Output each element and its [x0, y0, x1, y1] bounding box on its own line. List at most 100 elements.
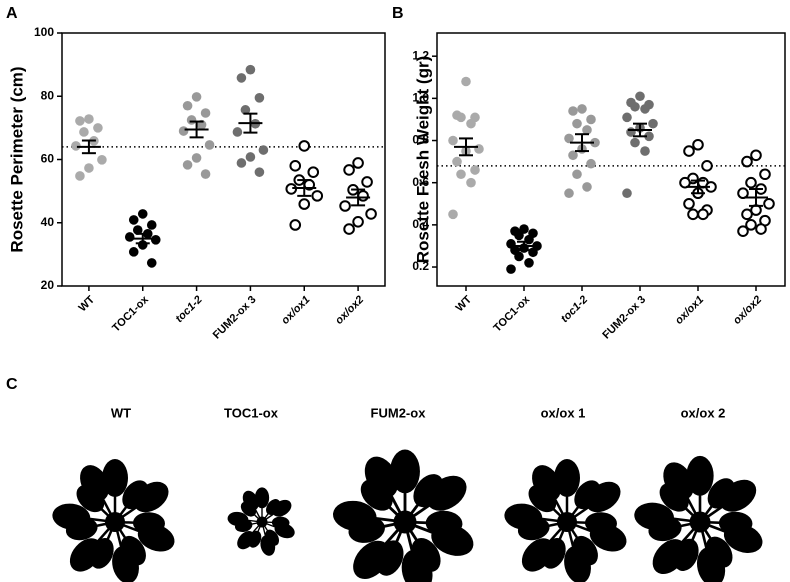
data-point: [178, 126, 189, 136]
data-point: [630, 137, 640, 148]
data-point: [737, 225, 749, 237]
leaf: [112, 546, 139, 582]
data-point: [763, 197, 775, 210]
data-point: [692, 138, 704, 151]
data-point: [514, 251, 524, 262]
rosette-silhouette: [333, 449, 474, 582]
data-point: [640, 104, 650, 114]
data-point: [232, 127, 243, 137]
leaf: [137, 523, 175, 552]
data-point: [75, 171, 85, 181]
data-point: [93, 123, 103, 133]
y-tick-label: 0.8: [412, 133, 429, 147]
x-tick-label: ox/ox1: [673, 294, 706, 327]
y-tick-label: 60: [41, 152, 55, 166]
rosette-center: [393, 510, 417, 534]
leaf: [431, 523, 474, 556]
leaf: [585, 481, 621, 513]
data-point: [298, 198, 311, 210]
y-tick-label: 20: [41, 278, 55, 292]
leaf: [532, 465, 562, 501]
x-tick-label: toc1-2: [559, 294, 590, 325]
data-point: [524, 258, 534, 268]
leaf: [663, 462, 694, 500]
data-point: [452, 156, 462, 167]
leaf: [333, 500, 377, 531]
data-point: [470, 165, 480, 175]
y-tick-label: 0.4: [412, 217, 429, 231]
x-tick-label: WT: [454, 293, 475, 314]
data-point: [75, 116, 85, 126]
panel-label: B: [392, 5, 404, 22]
data-point: [741, 155, 753, 168]
data-point: [200, 108, 211, 118]
data-point: [146, 258, 157, 268]
data-point: [137, 209, 148, 219]
data-point: [79, 127, 89, 137]
data-point: [204, 140, 215, 150]
data-point: [474, 144, 484, 154]
data-point: [635, 91, 645, 102]
leaf: [260, 535, 276, 556]
rosette-silhouette: [634, 455, 763, 582]
leaf: [274, 522, 295, 539]
y-tick-label: 1.2: [412, 48, 429, 62]
rosette-silhouette: [52, 459, 175, 582]
data-point: [343, 223, 355, 235]
data-point: [622, 112, 632, 123]
x-tick-label: FUM2-ox 3: [211, 294, 259, 342]
data-point: [240, 105, 251, 115]
y-tick-label: 40: [41, 215, 55, 229]
data-point: [737, 187, 749, 200]
y-axis-title: Rosette Perimeter (cm): [7, 66, 26, 252]
leaf: [133, 481, 169, 513]
x-tick-label: ox/ox1: [279, 294, 312, 327]
data-point: [361, 176, 373, 188]
x-tick-label: toc1-2: [173, 294, 204, 325]
data-point: [448, 135, 458, 146]
data-point: [461, 76, 471, 87]
data-point: [186, 115, 197, 125]
leaf: [504, 503, 543, 530]
leaf: [652, 539, 687, 575]
data-point: [741, 208, 753, 221]
data-point: [254, 93, 265, 103]
data-point: [687, 208, 699, 221]
data-point: [258, 145, 269, 155]
data-point: [640, 146, 650, 156]
x-tick-label: ox/ox2: [333, 294, 366, 327]
data-point: [132, 225, 143, 235]
leaf: [69, 538, 102, 572]
data-point: [697, 208, 709, 221]
leaf: [521, 538, 554, 572]
leaf: [589, 523, 627, 552]
leaf: [242, 490, 259, 511]
data-point: [506, 264, 516, 274]
data-point: [572, 118, 582, 129]
data-point: [456, 112, 466, 123]
data-point: [84, 163, 94, 173]
y-tick-label: 0.2: [412, 259, 429, 273]
y-tick-label: 80: [41, 88, 55, 102]
data-point: [191, 92, 202, 102]
data-point: [568, 150, 578, 161]
data-point: [343, 164, 355, 176]
data-point: [365, 208, 377, 220]
data-point: [289, 160, 302, 172]
y-axis-title: Rosette Fresh Weight (gr): [413, 56, 432, 263]
data-point: [564, 188, 574, 199]
data-point: [528, 247, 538, 258]
data-point: [683, 145, 695, 157]
data-point: [745, 176, 757, 189]
plant-label: ox/ox 2: [681, 405, 726, 420]
data-point: [683, 197, 695, 210]
x-tick-label: ox/ox2: [731, 294, 764, 327]
y-tick-label: 1.0: [412, 91, 429, 105]
rosette-silhouette: [504, 459, 627, 582]
data-point: [298, 140, 311, 152]
data-point: [644, 131, 654, 142]
data-point: [630, 101, 640, 112]
plant-label: FUM2-ox: [371, 405, 427, 420]
data-point: [622, 188, 632, 199]
